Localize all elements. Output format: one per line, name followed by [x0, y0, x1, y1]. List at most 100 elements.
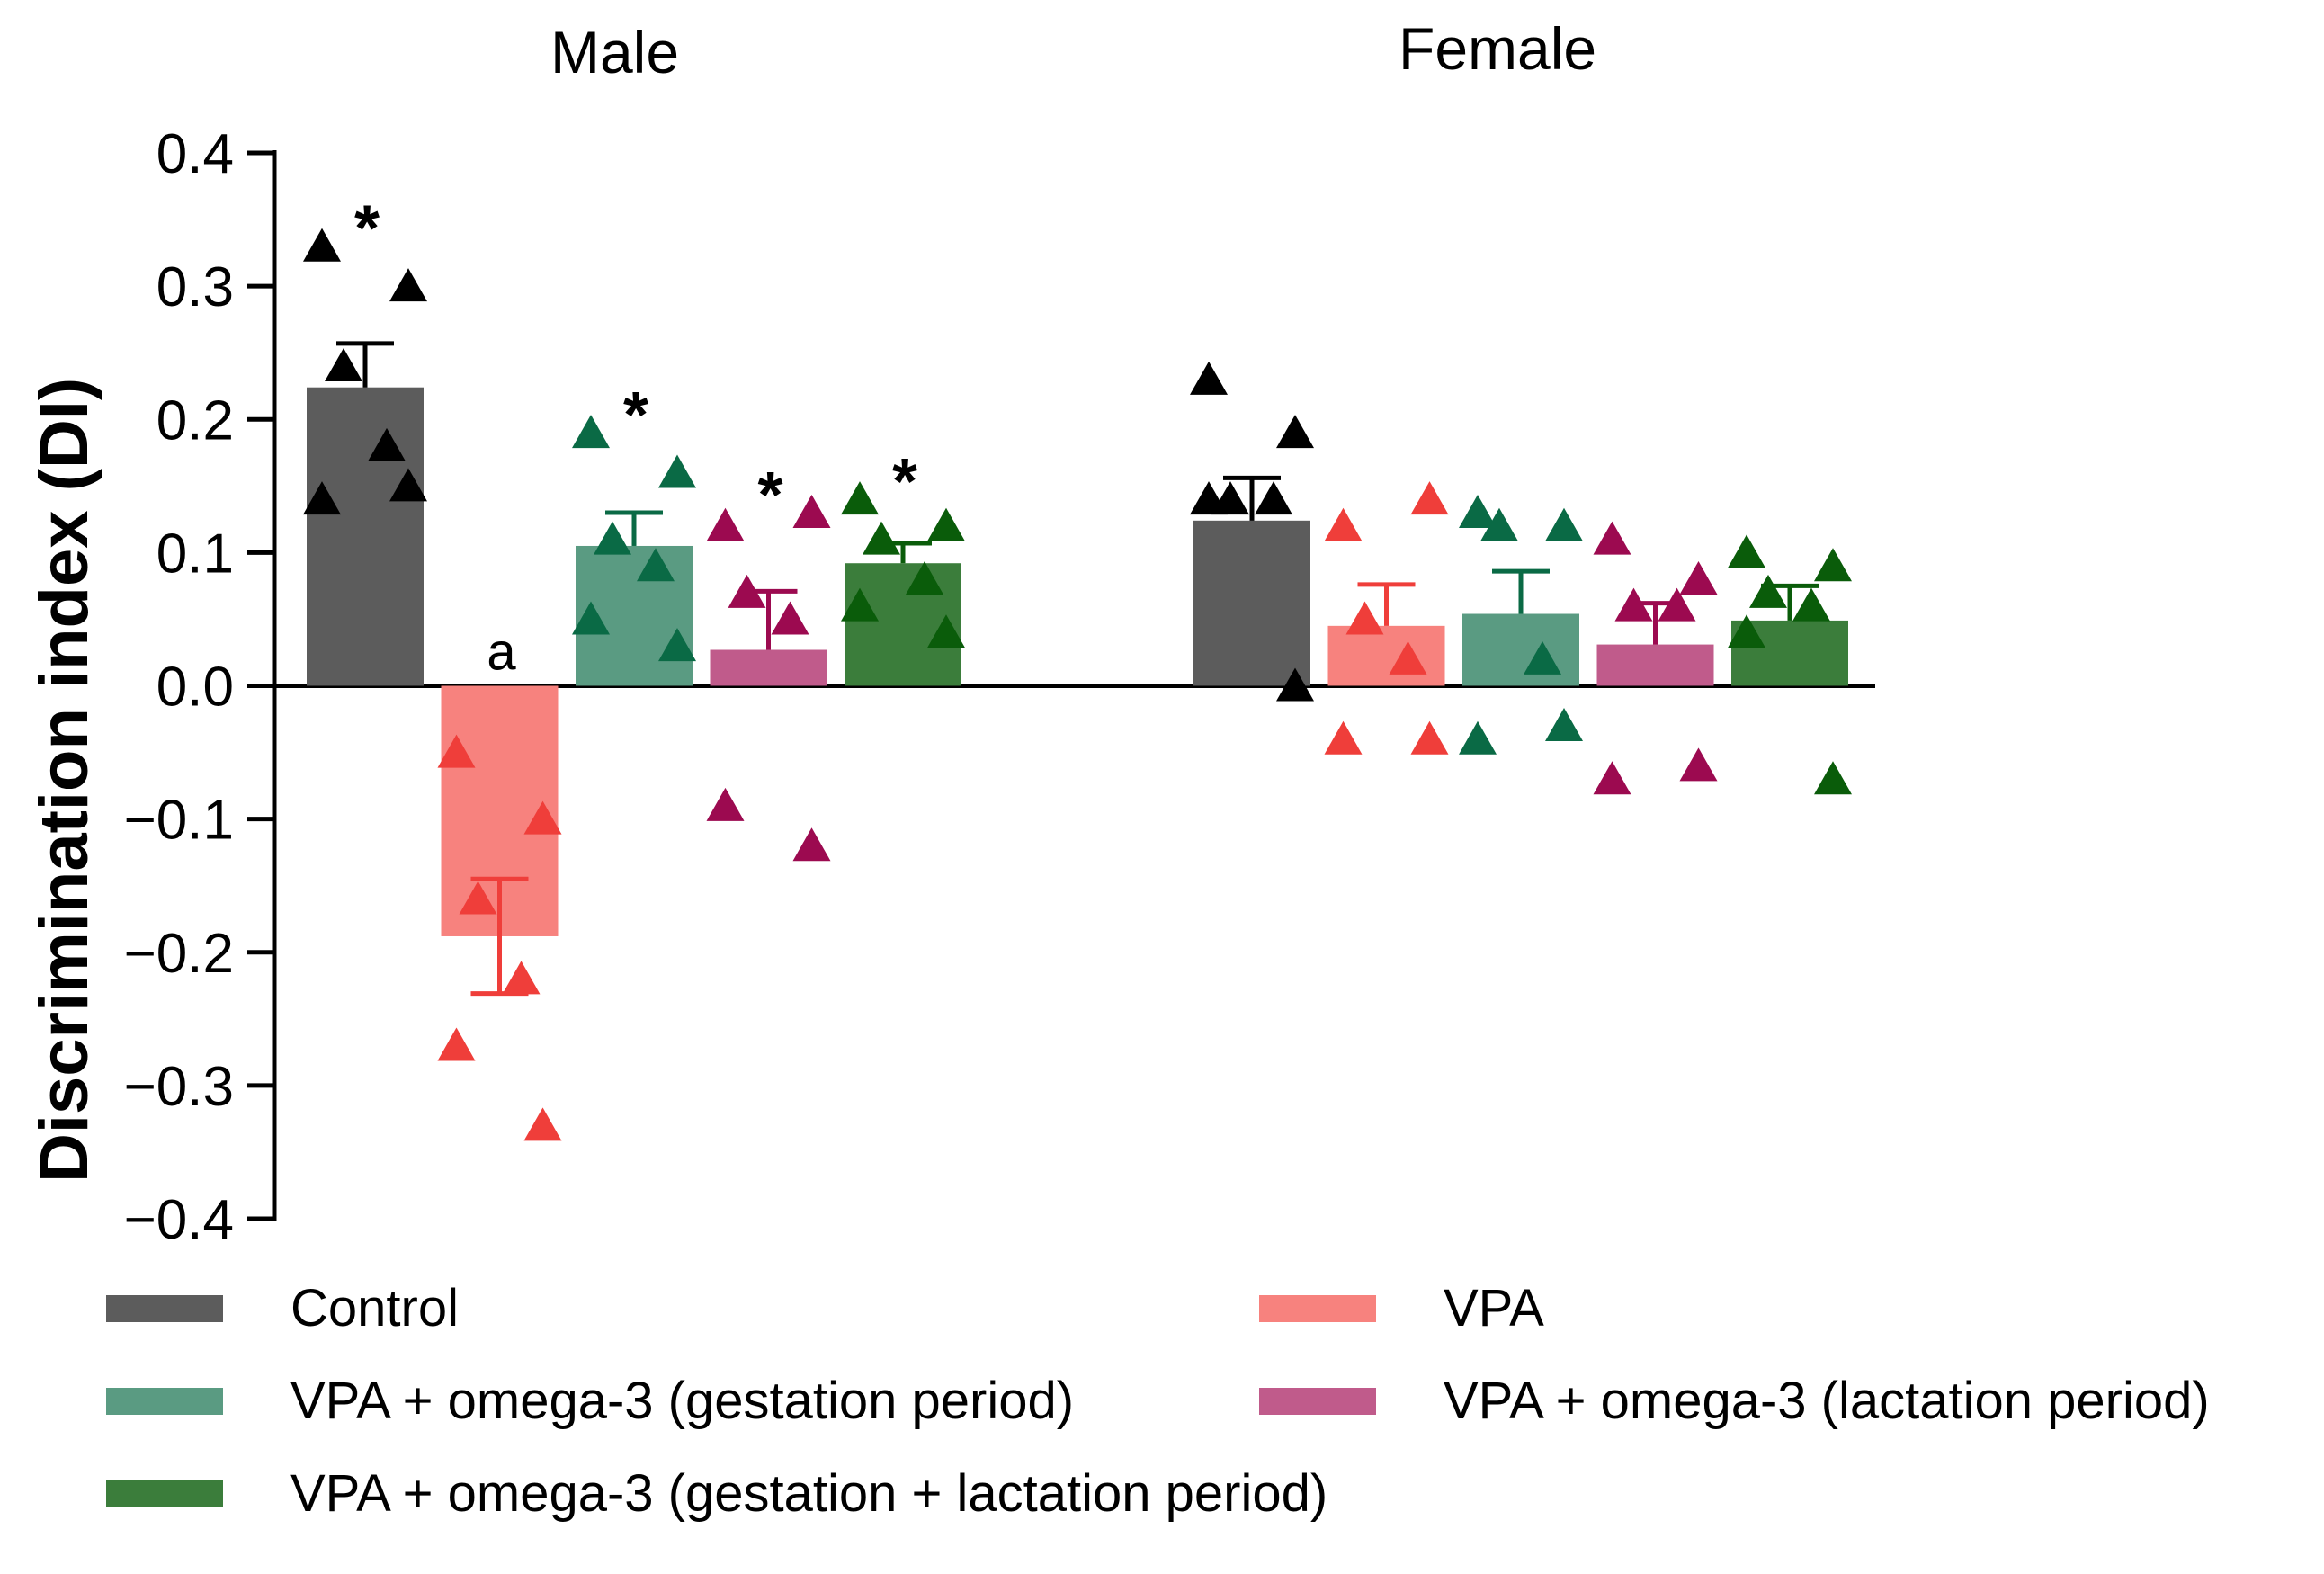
y-tick-label: −0.3	[124, 1056, 234, 1118]
data-point	[1679, 561, 1718, 595]
data-point	[706, 507, 745, 541]
y-tick-label: 0.2	[156, 389, 234, 452]
data-point	[1728, 534, 1765, 568]
data-point	[437, 1027, 476, 1061]
data-point	[1814, 761, 1852, 795]
y-tick-label: 0.1	[156, 523, 234, 585]
data-point	[1410, 720, 1449, 755]
data-point	[771, 601, 809, 635]
data-point	[841, 481, 879, 515]
data-point	[523, 1107, 562, 1141]
data-points	[303, 228, 1852, 1141]
annotation: *	[623, 380, 648, 452]
legend-swatch-vpa	[1259, 1294, 1376, 1322]
data-point	[459, 881, 497, 915]
data-point	[1190, 481, 1228, 515]
data-point	[792, 827, 831, 862]
data-point	[1792, 587, 1830, 622]
data-point	[572, 415, 610, 449]
annotation: *	[892, 446, 917, 518]
legend-swatch-gestation-lactation	[106, 1480, 223, 1507]
data-point	[1190, 361, 1228, 395]
legend-item-lactation: VPA + omega-3 (lactation period)	[1259, 1371, 2210, 1431]
legend-label-gestation-lactation: VPA + omega-3 (gestation + lactation per…	[290, 1464, 1328, 1523]
data-point	[502, 961, 541, 995]
data-point	[303, 228, 341, 262]
group-label-male: Male	[550, 19, 680, 85]
y-axis-title: Discrimination index (DI)	[26, 377, 103, 1183]
annotation: *	[354, 193, 380, 265]
data-point	[1345, 601, 1384, 635]
legend-swatch-lactation	[1259, 1387, 1376, 1415]
data-point	[325, 348, 362, 381]
y-tick-label: −0.4	[124, 1189, 234, 1251]
y-tick-label: 0.4	[156, 123, 234, 185]
significance-annotations: * a * * *	[354, 193, 917, 682]
data-point	[303, 481, 341, 515]
data-point	[906, 561, 943, 595]
data-point	[706, 787, 745, 821]
legend-label-gestation: VPA + omega-3 (gestation period)	[290, 1372, 1075, 1430]
legend-item-gestation: VPA + omega-3 (gestation period)	[106, 1371, 1074, 1431]
data-point	[1658, 587, 1696, 622]
data-point	[389, 468, 427, 502]
data-point	[1255, 481, 1292, 515]
data-point	[1545, 707, 1583, 741]
bars	[307, 387, 1848, 936]
bar-female-1	[1327, 625, 1445, 686]
legend-item-vpa: VPA	[1259, 1278, 1544, 1338]
annotation: a	[487, 623, 516, 682]
data-point	[637, 548, 675, 582]
legend-item-control: Control	[106, 1278, 459, 1338]
legend-item-gestation-lactation: VPA + omega-3 (gestation + lactation per…	[106, 1463, 1327, 1524]
data-point	[1593, 761, 1631, 795]
data-point	[1324, 720, 1363, 755]
data-point	[1276, 415, 1314, 449]
data-point	[1545, 507, 1583, 541]
data-point	[1324, 507, 1363, 541]
bar-female-3	[1596, 644, 1714, 686]
legend-swatch-gestation	[106, 1387, 223, 1415]
data-point	[927, 507, 965, 541]
data-point	[1814, 548, 1852, 582]
error-bars	[336, 341, 1819, 997]
bar-female-0	[1193, 520, 1310, 686]
annotation: *	[757, 460, 782, 532]
data-point	[1410, 481, 1449, 515]
data-point	[792, 494, 831, 528]
legend-label-lactation: VPA + omega-3 (lactation period)	[1444, 1372, 2210, 1430]
data-point	[1276, 667, 1314, 702]
data-point	[1459, 494, 1497, 528]
data-point	[437, 734, 476, 768]
data-point	[368, 427, 406, 461]
data-point	[1593, 521, 1631, 555]
y-tick-label: −0.2	[124, 923, 234, 985]
data-point	[1480, 507, 1518, 541]
data-point	[1749, 574, 1787, 608]
legend-swatch-control	[106, 1294, 223, 1322]
data-point	[658, 628, 696, 662]
bar-male-0	[307, 387, 424, 686]
legend-label-control: Control	[290, 1279, 459, 1337]
legend-label-vpa: VPA	[1444, 1279, 1544, 1337]
data-point	[389, 268, 427, 302]
data-point	[572, 601, 610, 635]
data-point	[1728, 614, 1765, 648]
y-tick-label: 0.3	[156, 256, 234, 318]
data-point	[863, 521, 900, 555]
group-label-female: Female	[1399, 15, 1597, 82]
data-point	[728, 574, 766, 608]
bar-male-3	[710, 649, 827, 686]
data-point	[1459, 720, 1497, 755]
data-point	[841, 587, 879, 622]
data-point	[1679, 747, 1718, 782]
data-point	[1389, 640, 1427, 675]
y-tick-label: 0.0	[156, 657, 234, 719]
bar-female-2	[1462, 613, 1579, 686]
data-point	[658, 454, 696, 488]
data-point	[594, 521, 631, 555]
data-point	[927, 614, 965, 648]
data-point	[1524, 640, 1561, 675]
y-tick-label: −0.1	[124, 790, 234, 852]
